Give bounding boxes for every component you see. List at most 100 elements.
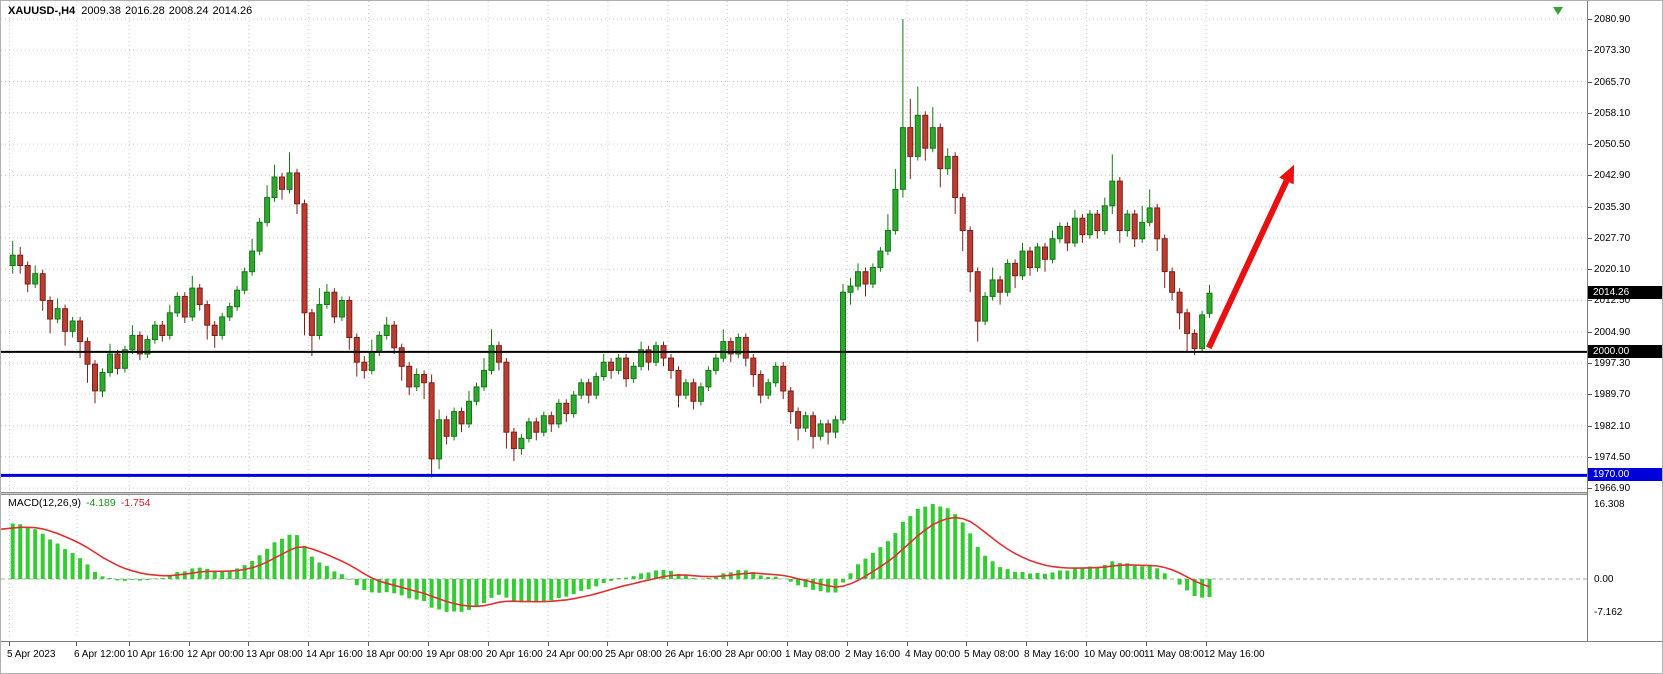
candle-down (1094, 209, 1101, 239)
time-axis-tick (189, 642, 190, 646)
candle-down (294, 168, 300, 215)
candle-up (99, 368, 106, 398)
candle-up (720, 329, 727, 363)
candle-down (301, 199, 308, 336)
candle-up (249, 238, 256, 276)
time-axis-tick (76, 642, 77, 646)
candle-up (32, 265, 39, 289)
candle-up (518, 434, 525, 455)
candle-down (1169, 267, 1176, 301)
candle-up (593, 372, 600, 400)
candle-down (24, 261, 31, 293)
price-axis[interactable]: 2014.26 2000.00 1970.00 2080.90 2073.30 20… (1587, 1, 1662, 641)
candle-up (323, 284, 330, 309)
time-axis-tick (308, 642, 309, 646)
time-axis-tick (368, 642, 369, 646)
price-axis-tick (1588, 269, 1592, 270)
candle-down (690, 378, 697, 410)
candle-up (600, 354, 607, 381)
candle-down (608, 358, 615, 379)
candle-up (166, 304, 173, 340)
candle-down (997, 275, 1004, 305)
candle-up (899, 19, 906, 198)
price-axis-label: 1997.30 (1594, 358, 1631, 369)
candle-down (922, 111, 929, 161)
candle-up (451, 407, 458, 441)
candle-down (39, 269, 46, 311)
candle-down (1161, 234, 1168, 289)
candle-up (832, 415, 839, 439)
candle-down (1027, 247, 1033, 276)
candle-up (525, 417, 532, 443)
candle-up (1019, 242, 1026, 280)
time-axis-tick (1026, 642, 1027, 646)
candle-up (1056, 222, 1063, 243)
candle-down (787, 386, 794, 424)
candle-up (712, 354, 719, 375)
time-axis-tick (548, 642, 549, 646)
candle-down (62, 304, 69, 346)
candle-up (226, 302, 233, 321)
candle-up (144, 335, 151, 359)
price-axis-tick (1588, 332, 1592, 333)
candle-up (944, 148, 951, 175)
candle-down (1176, 288, 1183, 330)
candle-up (914, 86, 921, 161)
candle-down (937, 123, 944, 188)
candle-up (578, 378, 585, 400)
macd-indicator-label: MACD(12,26,9) -4.189 -1.754 (8, 497, 151, 509)
time-axis-label: 14 Apr 16:00 (306, 649, 363, 660)
price-axis-label: 2050.50 (1594, 139, 1631, 150)
trend-arrow-object[interactable] (1206, 164, 1295, 350)
candle-up (1071, 209, 1078, 247)
current-price-badge: 2014.26 (1588, 286, 1662, 299)
candle-up (9, 240, 16, 274)
macd-pane (1, 504, 1587, 612)
candle-down (585, 378, 592, 404)
time-axis-label: 10 Apr 16:00 (127, 649, 184, 660)
ohlc-close: 2014.26 (212, 5, 253, 17)
pane-separator[interactable] (1, 492, 1662, 495)
candle-up (869, 263, 876, 289)
price-axis-tick (1588, 457, 1592, 458)
price-axis-label: 2012.50 (1594, 295, 1631, 306)
candle-down (181, 292, 188, 324)
candle-down (495, 341, 502, 371)
price-axis-label: 2058.10 (1594, 108, 1631, 119)
price-axis-label: 2080.90 (1594, 14, 1631, 25)
candle-up (615, 354, 622, 375)
price-axis-label: 2065.70 (1594, 77, 1631, 88)
candle-up (982, 292, 989, 326)
candle-down (1191, 329, 1198, 356)
price-axis-tick (1588, 175, 1592, 176)
candle-up (802, 411, 809, 433)
time-axis-tick (9, 642, 10, 646)
candle-up (234, 286, 241, 311)
price-axis-tick (1588, 300, 1592, 301)
price-axis-label: 2027.70 (1594, 233, 1631, 244)
time-axis-tick (1206, 642, 1207, 646)
candle-down (47, 296, 54, 334)
ohlc-open: 2009.38 (81, 5, 121, 17)
candle-down (308, 308, 315, 356)
candle-up (256, 218, 263, 256)
price-axis-tick (1588, 394, 1592, 395)
candle-up (1206, 284, 1213, 318)
price-axis-tick (1588, 426, 1592, 427)
candle-up (570, 391, 577, 418)
candle-up (174, 292, 181, 317)
time-axis-tick (129, 642, 130, 646)
candle-up (121, 345, 128, 373)
candle-down (810, 411, 817, 449)
time-axis-tick (847, 642, 848, 646)
time-axis[interactable]: 5 Apr 2023 6 Apr 12:00 10 Apr 16:00 12 Apr … (1, 641, 1662, 673)
candle-up (338, 296, 345, 321)
candle-up (473, 382, 480, 406)
candle-down (533, 417, 540, 441)
candle-down (675, 366, 682, 408)
candle-down (548, 411, 555, 433)
candle-up (271, 164, 278, 202)
time-axis-label: 8 May 16:00 (1024, 649, 1080, 660)
